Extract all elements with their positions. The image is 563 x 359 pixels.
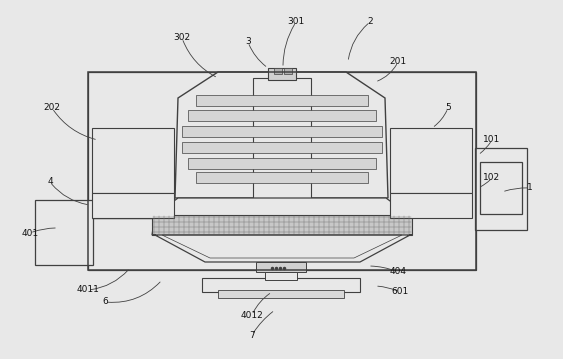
Text: 4011: 4011 — [77, 285, 100, 294]
Text: 202: 202 — [43, 103, 60, 112]
Bar — [35, 200, 93, 265]
Bar — [196, 95, 368, 106]
Bar — [480, 162, 522, 214]
Text: 2: 2 — [367, 18, 373, 27]
Polygon shape — [152, 235, 412, 262]
Bar — [274, 68, 282, 74]
Bar — [265, 272, 297, 280]
Text: 601: 601 — [391, 288, 409, 297]
Bar — [188, 158, 376, 169]
Bar — [256, 262, 306, 272]
Bar — [218, 290, 344, 298]
Text: 301: 301 — [287, 18, 305, 27]
Polygon shape — [152, 198, 412, 235]
Text: 5: 5 — [445, 103, 451, 112]
Bar — [196, 172, 368, 183]
Bar — [390, 128, 472, 193]
Bar — [268, 68, 296, 80]
Text: 3: 3 — [245, 37, 251, 47]
Text: 1: 1 — [527, 183, 533, 192]
Text: 401: 401 — [21, 228, 38, 238]
Bar — [390, 193, 472, 218]
Text: 7: 7 — [249, 331, 255, 340]
Bar — [92, 128, 174, 193]
Text: 302: 302 — [173, 33, 190, 42]
Text: 4: 4 — [47, 177, 53, 186]
Bar — [188, 110, 376, 121]
Text: 404: 404 — [390, 267, 406, 276]
Bar — [253, 78, 311, 206]
Bar — [152, 215, 412, 235]
Text: 6: 6 — [102, 298, 108, 307]
Bar — [92, 193, 174, 218]
Text: 201: 201 — [390, 57, 406, 66]
Polygon shape — [175, 72, 388, 198]
Bar — [182, 142, 382, 153]
Bar — [182, 126, 382, 137]
Bar — [284, 68, 292, 74]
Bar — [475, 148, 527, 230]
Text: 101: 101 — [484, 135, 501, 145]
Bar — [88, 72, 476, 270]
Text: 102: 102 — [484, 173, 501, 182]
Bar — [88, 72, 476, 270]
Bar — [202, 278, 360, 292]
Text: 4012: 4012 — [240, 311, 263, 320]
